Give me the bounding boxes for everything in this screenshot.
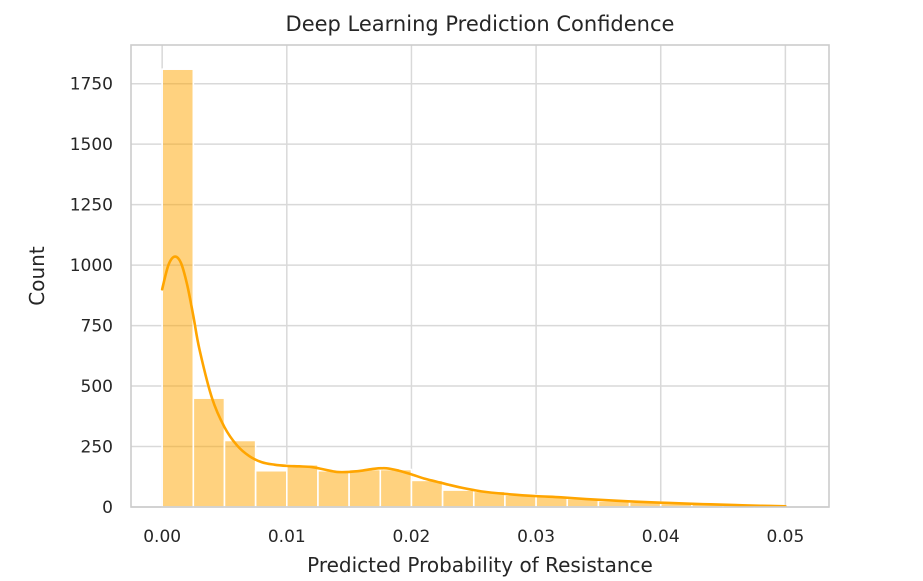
y-tick-label: 250 — [81, 438, 113, 458]
kde-curve — [160, 255, 787, 508]
x-tick-label: 0.05 — [766, 527, 804, 547]
x-tick-label: 0.01 — [268, 527, 306, 547]
y-tick-label: 0 — [102, 498, 113, 518]
y-tick-label: 1000 — [70, 256, 113, 276]
histogram-bar — [348, 468, 382, 508]
y-tick-label: 500 — [81, 377, 113, 397]
histogram-bar — [223, 439, 257, 508]
histogram-bar — [317, 469, 350, 508]
histogram-bar — [192, 397, 226, 508]
chart-title: Deep Learning Prediction Confidence — [286, 12, 675, 36]
x-tick-label: 0.00 — [143, 527, 181, 547]
y-tick-label: 1250 — [70, 196, 113, 216]
x-tick-label: 0.04 — [642, 527, 680, 547]
x-axis-label: Predicted Probability of Resistance — [307, 553, 653, 577]
y-tick-labels: 0 250 500 750 1000 1250 1500 1750 — [70, 75, 113, 518]
x-tick-label: 0.02 — [393, 527, 431, 547]
histogram-bar — [254, 469, 288, 508]
histogram-bar — [379, 468, 413, 508]
grid-lines — [131, 45, 829, 508]
histogram-bar — [441, 489, 475, 508]
histogram-bar — [410, 479, 444, 508]
plot-frame — [130, 44, 830, 508]
y-axis-label: Count — [25, 246, 49, 306]
y-tick-label: 750 — [81, 317, 113, 337]
histogram-bars — [161, 68, 787, 508]
x-tick-labels: 0.00 0.01 0.02 0.03 0.04 0.05 — [143, 527, 804, 547]
histogram-bar — [286, 463, 319, 508]
x-tick-label: 0.03 — [517, 527, 555, 547]
y-tick-label: 1500 — [70, 135, 113, 155]
y-tick-label: 1750 — [70, 75, 113, 95]
